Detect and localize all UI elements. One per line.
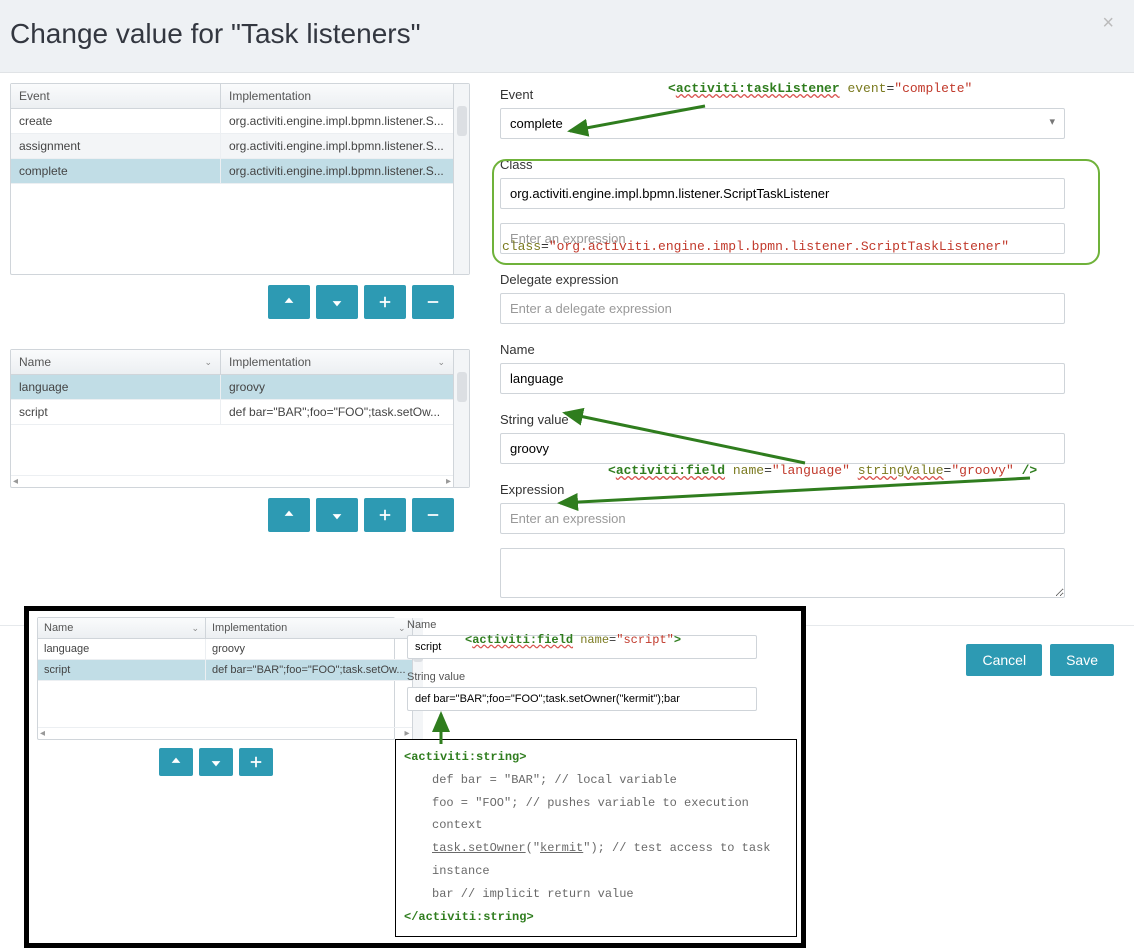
code-snippet: <activiti:string> def bar = "BAR"; // lo…: [395, 739, 797, 937]
script-textarea[interactable]: [500, 548, 1065, 598]
table-row[interactable]: scriptdef bar="BAR";foo="FOO";task.setOw…: [11, 400, 453, 425]
scrollbar[interactable]: [453, 84, 469, 274]
table-row[interactable]: languagegroovy: [38, 639, 412, 660]
inset-panel: Name⌄ Implementation⌄ languagegroovyscri…: [24, 606, 806, 948]
dialog-body: Event Implementation createorg.activiti.…: [0, 73, 1134, 625]
table-row[interactable]: createorg.activiti.engine.impl.bpmn.list…: [11, 109, 453, 134]
scrollbar[interactable]: [453, 350, 469, 487]
remove-button[interactable]: [412, 498, 454, 532]
table-header[interactable]: Implementation: [221, 84, 453, 108]
listeners-toolbar: [10, 285, 470, 319]
add-button[interactable]: [364, 285, 406, 319]
add-button[interactable]: [364, 498, 406, 532]
h-scrollbar[interactable]: ◂▸: [11, 475, 453, 487]
listeners-table: Event Implementation createorg.activiti.…: [10, 83, 470, 275]
annotation-field: <activiti:field name="language" stringVa…: [608, 463, 1037, 478]
table-header[interactable]: Implementation⌄: [221, 350, 453, 374]
inset-sv-label: String value: [407, 671, 787, 683]
h-scrollbar[interactable]: ◂▸: [38, 727, 412, 739]
move-up-button[interactable]: [268, 498, 310, 532]
table-row[interactable]: assignmentorg.activiti.engine.impl.bpmn.…: [11, 134, 453, 159]
class-input[interactable]: [500, 178, 1065, 209]
expr2-input[interactable]: [500, 503, 1065, 534]
save-button[interactable]: Save: [1050, 644, 1114, 676]
table-row[interactable]: completeorg.activiti.engine.impl.bpmn.li…: [11, 159, 453, 184]
table-header[interactable]: Name⌄: [38, 618, 206, 638]
string-label: String value: [500, 412, 1124, 427]
inset-sv-input[interactable]: [407, 687, 757, 711]
table-row[interactable]: languagegroovy: [11, 375, 453, 400]
annotation-inset-field: <activiti:field name="script">: [465, 633, 681, 647]
delegate-input[interactable]: [500, 293, 1065, 324]
annotation-tasklistener: <activiti:taskListener event="complete": [668, 81, 972, 96]
name-label: Name: [500, 342, 1124, 357]
table-header[interactable]: Name⌄: [11, 350, 221, 374]
string-input[interactable]: [500, 433, 1065, 464]
event-select[interactable]: [500, 108, 1065, 139]
remove-button[interactable]: [412, 285, 454, 319]
inset-table: Name⌄ Implementation⌄ languagegroovyscri…: [37, 617, 395, 740]
close-icon[interactable]: ×: [1102, 12, 1114, 35]
add-button[interactable]: [239, 748, 273, 776]
dialog-title: Change value for "Task listeners": [10, 18, 1124, 50]
inset-name-label: Name: [407, 619, 787, 631]
move-down-button[interactable]: [316, 285, 358, 319]
dialog-header: Change value for "Task listeners" ×: [0, 0, 1134, 73]
move-down-button[interactable]: [199, 748, 233, 776]
name-input[interactable]: [500, 363, 1065, 394]
move-up-button[interactable]: [268, 285, 310, 319]
right-column: Event Class Delegate expression Name Str…: [500, 83, 1124, 615]
fields-toolbar: [10, 498, 470, 532]
annotation-class: class="org.activiti.engine.impl.bpmn.lis…: [502, 239, 1009, 254]
class-label: Class: [500, 157, 1124, 172]
move-up-button[interactable]: [159, 748, 193, 776]
table-row[interactable]: scriptdef bar="BAR";foo="FOO";task.setOw…: [38, 660, 412, 681]
move-down-button[interactable]: [316, 498, 358, 532]
table-header[interactable]: Event: [11, 84, 221, 108]
table-header[interactable]: Implementation⌄: [206, 618, 412, 638]
delegate-label: Delegate expression: [500, 272, 1124, 287]
left-column: Event Implementation createorg.activiti.…: [10, 83, 470, 615]
expr2-label: Expression: [500, 482, 1124, 497]
fields-table: Name⌄ Implementation⌄ languagegroovyscri…: [10, 349, 470, 488]
cancel-button[interactable]: Cancel: [966, 644, 1042, 676]
